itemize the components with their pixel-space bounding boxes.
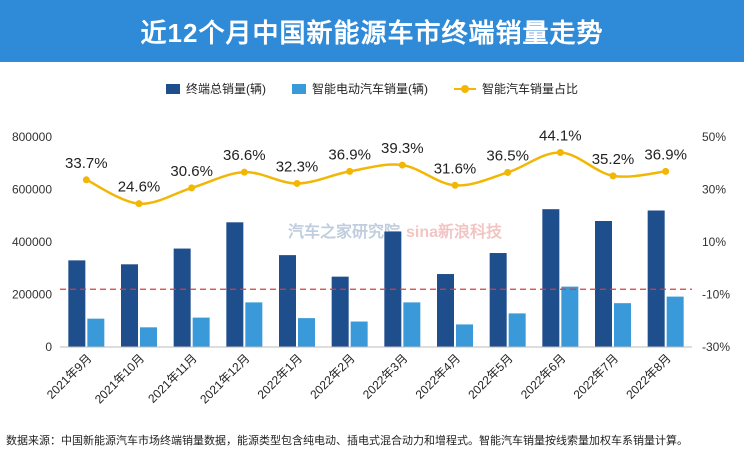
chart-title: 近12个月中国新能源车市终端销量走势 bbox=[140, 17, 604, 48]
bar-total bbox=[647, 210, 665, 347]
share-point bbox=[82, 176, 90, 184]
bar-smart bbox=[456, 324, 473, 347]
bar-total bbox=[542, 209, 560, 347]
share-point bbox=[504, 168, 512, 176]
share-point bbox=[662, 167, 670, 175]
bar-total bbox=[226, 222, 244, 347]
x-tick-label: 2022年4月 bbox=[413, 351, 463, 401]
legend-swatch-smart bbox=[291, 83, 306, 94]
bar-smart bbox=[298, 318, 315, 347]
bar-total bbox=[595, 221, 612, 347]
bar-total bbox=[437, 274, 454, 347]
legend-item-total: 终端总销量(辆) bbox=[165, 80, 266, 97]
bar-total bbox=[331, 276, 349, 347]
x-tick-label: 2022年5月 bbox=[465, 351, 515, 401]
legend: 终端总销量(辆) 智能电动汽车销量(辆) 智能汽车销量占比 bbox=[0, 80, 744, 97]
bar-smart bbox=[508, 313, 526, 347]
watermark-autohome: 汽车之家研究院 bbox=[288, 224, 401, 241]
y-left-tick-label: 400000 bbox=[12, 235, 52, 249]
share-data-label: 24.6% bbox=[118, 179, 161, 196]
bar-total bbox=[489, 253, 507, 347]
x-tick-label: 2021年12月 bbox=[197, 351, 252, 406]
share-point bbox=[188, 184, 196, 192]
share-data-label: 36.9% bbox=[328, 146, 371, 163]
share-data-label: 39.3% bbox=[381, 140, 424, 157]
y-right-tick-label: 30% bbox=[702, 183, 726, 197]
x-tick-label: 2022年1月 bbox=[255, 351, 305, 401]
y-right-tick-label: -10% bbox=[702, 288, 730, 302]
bar-smart bbox=[666, 296, 684, 347]
share-point bbox=[135, 200, 143, 208]
footnote: 数据来源：中国新能源汽车市场终端销量数据，能源类型包含纯电动、插电式混合动力和增… bbox=[6, 435, 688, 447]
bar-smart bbox=[245, 302, 263, 347]
legend-item-smart: 智能电动汽车销量(辆) bbox=[291, 80, 428, 97]
bar-smart bbox=[561, 286, 579, 347]
bar-smart bbox=[140, 327, 157, 347]
bar-total bbox=[121, 264, 138, 347]
share-data-label: 30.6% bbox=[170, 163, 213, 180]
y-right-tick-label: 50% bbox=[702, 130, 726, 144]
share-point bbox=[398, 161, 406, 169]
y-left-tick-label: 0 bbox=[45, 340, 52, 354]
x-tick-label: 2022年2月 bbox=[307, 351, 357, 401]
legend-label-total: 终端总销量(辆) bbox=[185, 82, 266, 96]
bar-smart bbox=[350, 321, 368, 347]
share-line bbox=[85, 151, 666, 205]
x-tick-label: 2021年9月 bbox=[44, 351, 94, 401]
share-point bbox=[556, 148, 564, 156]
share-point bbox=[609, 172, 617, 180]
legend-label-smart: 智能电动汽车销量(辆) bbox=[311, 82, 428, 96]
bar-smart bbox=[403, 302, 421, 347]
share-data-label: 44.1% bbox=[539, 127, 582, 144]
legend-swatch-share bbox=[453, 83, 476, 95]
bar-smart bbox=[87, 318, 105, 347]
y-right-tick-label: -30% bbox=[702, 340, 730, 354]
share-point bbox=[240, 168, 248, 176]
share-data-label: 35.2% bbox=[592, 151, 635, 168]
legend-swatch-total bbox=[165, 83, 180, 94]
x-tick-label: 2022年3月 bbox=[360, 351, 410, 401]
bar-total bbox=[279, 255, 296, 347]
x-tick-label: 2021年11月 bbox=[145, 351, 200, 406]
share-data-label: 36.6% bbox=[223, 147, 266, 164]
x-tick-label: 2022年6月 bbox=[518, 351, 568, 401]
watermark-sina: sina新浪科技 bbox=[406, 224, 503, 241]
y-left-tick-label: 600000 bbox=[12, 183, 52, 197]
y-left-tick-label: 800000 bbox=[12, 130, 52, 144]
x-tick-label: 2022年8月 bbox=[623, 351, 673, 401]
bar-total bbox=[173, 248, 191, 347]
x-tick-label: 2022年7月 bbox=[571, 351, 621, 401]
y-left-tick-label: 200000 bbox=[12, 288, 52, 302]
share-data-label: 33.7% bbox=[65, 155, 108, 172]
y-right-tick-label: 10% bbox=[702, 235, 726, 249]
share-data-label: 32.3% bbox=[276, 158, 319, 175]
share-data-label: 36.5% bbox=[486, 147, 529, 164]
bar-smart bbox=[192, 317, 210, 347]
x-tick-label: 2021年10月 bbox=[92, 351, 147, 406]
bar-smart bbox=[614, 303, 631, 347]
share-data-label: 31.6% bbox=[434, 160, 477, 177]
legend-label-share: 智能汽车销量占比 bbox=[481, 82, 578, 96]
share-data-label: 36.9% bbox=[644, 146, 687, 163]
combo-chart: 0 200000 400000 600000 800000 -30% -10% 10% 30% 5… bbox=[12, 127, 730, 406]
bar-total bbox=[68, 260, 86, 347]
title-banner: 近12个月中国新能源车市终端销量走势 bbox=[0, 0, 744, 62]
share-point bbox=[451, 181, 459, 189]
share-point bbox=[293, 179, 301, 187]
legend-item-share: 智能汽车销量占比 bbox=[453, 80, 578, 97]
share-point bbox=[346, 167, 354, 175]
